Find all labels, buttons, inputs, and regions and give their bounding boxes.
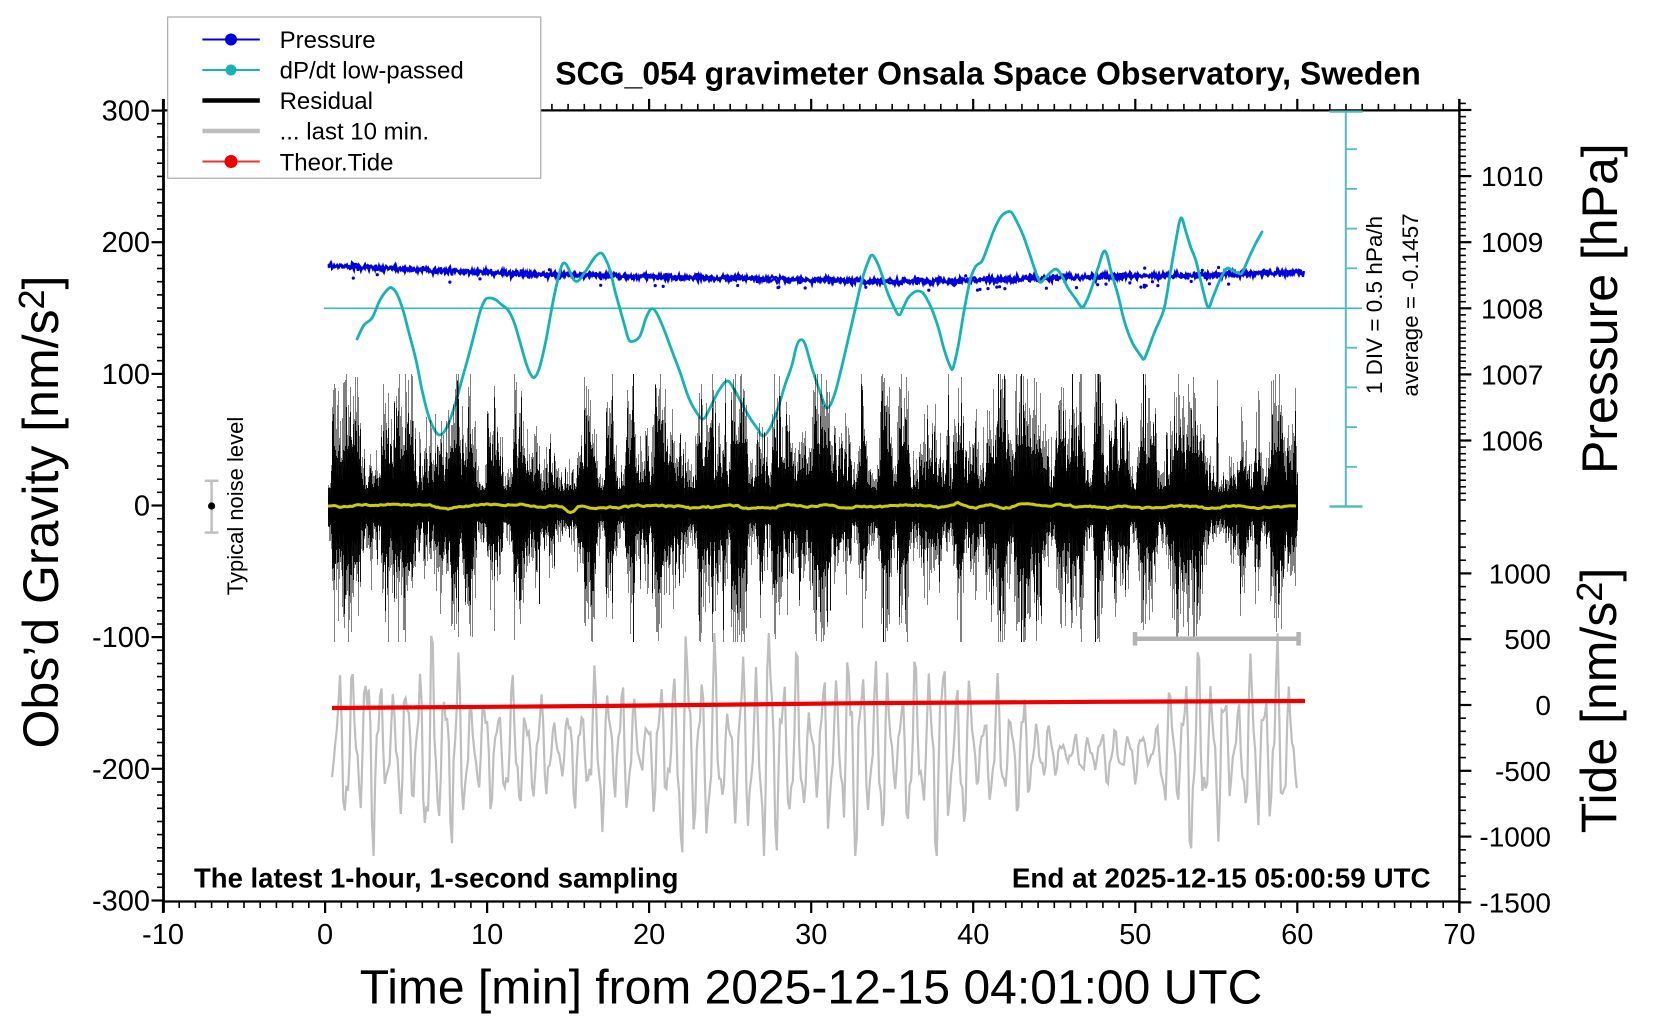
svg-text:Tide [nm/s2]: Tide [nm/s2] xyxy=(1569,568,1627,833)
svg-text:-200: -200 xyxy=(92,754,150,786)
svg-text:60: 60 xyxy=(1281,919,1313,951)
svg-text:SCG_054 gravimeter Onsala Spac: SCG_054 gravimeter Onsala Space Observat… xyxy=(555,56,1421,92)
svg-text:1009: 1009 xyxy=(1481,227,1543,258)
svg-text:-1000: -1000 xyxy=(1479,822,1551,853)
svg-text:-300: -300 xyxy=(92,886,150,918)
svg-text:200: 200 xyxy=(102,227,150,259)
svg-text:End at 2025-12-15 05:00:59 UTC: End at 2025-12-15 05:00:59 UTC xyxy=(1012,863,1431,894)
svg-text:1007: 1007 xyxy=(1481,359,1543,390)
svg-text:1008: 1008 xyxy=(1481,293,1543,324)
svg-text:40: 40 xyxy=(957,919,989,951)
svg-text:0: 0 xyxy=(1535,690,1551,721)
svg-text:20: 20 xyxy=(633,919,665,951)
svg-text:-100: -100 xyxy=(92,622,150,654)
svg-text:100: 100 xyxy=(102,359,150,391)
svg-text:average = -0.1457: average = -0.1457 xyxy=(1398,213,1423,396)
svg-text:10: 10 xyxy=(471,919,503,951)
svg-text:300: 300 xyxy=(102,96,150,128)
svg-text:Pressure [hPa]: Pressure [hPa] xyxy=(1572,143,1628,474)
svg-text:Pressure: Pressure xyxy=(280,27,376,54)
svg-text:The latest 1-hour, 1-second sa: The latest 1-hour, 1-second sampling xyxy=(194,863,678,894)
svg-text:dP/dt low-passed: dP/dt low-passed xyxy=(280,58,464,85)
svg-text:0: 0 xyxy=(317,919,333,951)
svg-text:1010: 1010 xyxy=(1481,161,1543,192)
svg-text:1 DIV = 0.5 hPa/h: 1 DIV = 0.5 hPa/h xyxy=(1362,216,1387,394)
svg-text:70: 70 xyxy=(1443,919,1475,951)
svg-text:1000: 1000 xyxy=(1489,558,1551,589)
svg-text:Theor.Tide: Theor.Tide xyxy=(280,149,394,176)
svg-text:-500: -500 xyxy=(1495,756,1551,787)
svg-text:500: 500 xyxy=(1504,624,1551,655)
svg-text:... last 10 min.: ... last 10 min. xyxy=(280,119,429,146)
svg-text:30: 30 xyxy=(795,919,827,951)
svg-text:Time [min] from 2025-12-15 04:: Time [min] from 2025-12-15 04:01:00 UTC xyxy=(360,962,1263,1015)
svg-text:0: 0 xyxy=(134,491,150,523)
svg-text:Obs’d Gravity [nm/s2]: Obs’d Gravity [nm/s2] xyxy=(11,276,69,749)
svg-text:Residual: Residual xyxy=(280,88,373,115)
svg-text:-1500: -1500 xyxy=(1479,887,1551,918)
svg-text:-10: -10 xyxy=(142,919,184,951)
svg-text:Typical noise level: Typical noise level xyxy=(223,417,248,596)
svg-text:50: 50 xyxy=(1119,919,1151,951)
svg-text:1006: 1006 xyxy=(1481,426,1543,457)
